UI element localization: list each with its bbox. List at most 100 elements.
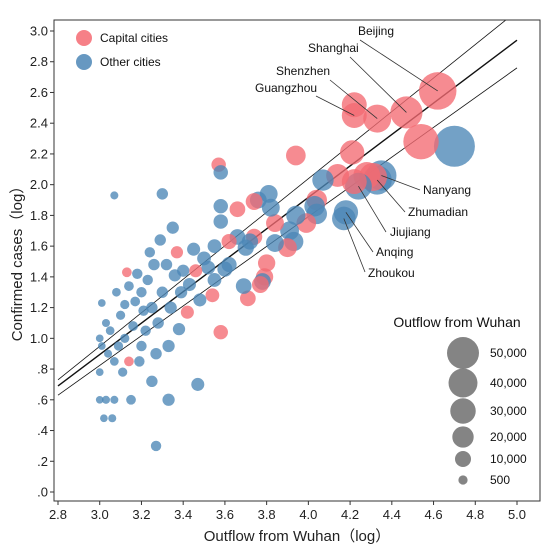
point-other: [146, 375, 158, 388]
x-tick-label: 5.0: [508, 507, 526, 522]
x-tick-label: 4.2: [341, 507, 359, 522]
point-other: [197, 251, 211, 266]
color-legend: Capital cities Other cities: [76, 30, 168, 70]
x-tick-label: 4.6: [425, 507, 443, 522]
point-other: [113, 341, 124, 351]
x-tick-label: 4.8: [466, 507, 484, 522]
x-tick-label: 3.8: [258, 507, 276, 522]
point-other: [162, 339, 175, 353]
y-tick-label: 1.0: [30, 331, 48, 346]
legend-label: Capital cities: [100, 31, 168, 45]
point-other: [156, 286, 169, 298]
y-tick-label: .2: [37, 454, 48, 469]
point-other: [207, 273, 222, 287]
y-tick-label: 1.2: [30, 300, 48, 315]
point-capital: [340, 140, 365, 165]
point-other: [144, 247, 156, 258]
point-other: [172, 322, 186, 336]
point-capital: [266, 214, 284, 233]
point-capital: [240, 290, 256, 307]
y-tick-label: 1.8: [30, 208, 48, 223]
annotation-leader-line: [343, 218, 366, 273]
x-tick-label: 3.2: [132, 507, 150, 522]
point-other: [112, 287, 121, 297]
point-other: [109, 357, 119, 366]
axes: [53, 19, 541, 502]
point-other: [217, 261, 233, 277]
y-tick-label: 3.0: [30, 24, 48, 39]
annotation-leader-line: [349, 56, 407, 113]
point-other: [150, 440, 162, 452]
point-capital: [251, 276, 269, 293]
point-capital: [285, 145, 306, 166]
size-legend-marker: [452, 426, 474, 448]
point-capital: [257, 254, 276, 272]
point-other: [101, 395, 111, 404]
annotation-label: Nanyang: [423, 183, 471, 197]
point-other: [138, 305, 149, 316]
size-legend-marker: [454, 450, 472, 468]
point-other: [128, 321, 138, 331]
point-other: [130, 296, 141, 307]
point-other: [148, 258, 160, 271]
point-other: [126, 394, 136, 405]
point-other: [95, 395, 104, 404]
point-other: [105, 326, 115, 335]
y-tick-label: .6: [37, 392, 48, 407]
size-legend-title: Outflow from Wuhan: [393, 314, 520, 330]
size-legend-marker: [447, 337, 479, 369]
point-other: [237, 239, 254, 256]
y-tick-label: 2.2: [30, 146, 48, 161]
size-legend-label: 500: [490, 473, 510, 487]
point-other: [104, 349, 113, 358]
size-legend-label: 50,000: [490, 346, 527, 360]
y-axis-title: Confirmed cases（log）: [9, 179, 26, 342]
annotation-leader-line: [329, 79, 378, 119]
y-tick-label: 2.8: [30, 54, 48, 69]
point-capital: [229, 201, 246, 218]
size-legend-marker: [448, 368, 478, 398]
point-other: [168, 269, 181, 282]
point-other: [134, 356, 145, 367]
tick-marks: 2.8 3.0 3.2 3.4 3.6 3.8 4.0 4.2 4.4 4.6 4.8 5.0 .0 .2…: [30, 24, 526, 523]
point-other: [97, 342, 106, 350]
point-other: [266, 234, 284, 252]
point-other: [166, 221, 179, 234]
annotation-label: Shenzhen: [276, 64, 330, 78]
y-tick-label: .4: [37, 423, 48, 438]
point-other: [174, 286, 188, 299]
legend-label: Other cities: [100, 55, 161, 69]
size-legend-marker: [458, 475, 468, 485]
point-other: [182, 278, 196, 292]
point-annotations: Beijing Shanghai Shenzhen Guangzhou Nanyang Z…: [255, 24, 471, 280]
point-other: [110, 191, 119, 200]
point-other: [120, 299, 130, 310]
annotation-leader-line: [315, 95, 355, 116]
point-other: [142, 274, 153, 286]
y-tick-label: 1.4: [30, 269, 48, 284]
point-other: [162, 393, 175, 406]
point-other: [118, 367, 128, 377]
x-tick-label: 4.4: [383, 507, 401, 522]
annotation-leader-line: [381, 175, 421, 191]
annotation-label: Guangzhou: [255, 81, 317, 95]
point-capital: [403, 123, 439, 160]
data-points: [95, 72, 475, 452]
x-tick-label: 4.0: [299, 507, 317, 522]
annotation-leader-line: [376, 179, 406, 213]
annotation-label: Zhumadian: [408, 205, 468, 219]
point-other: [120, 333, 130, 343]
point-capital: [221, 233, 237, 250]
point-capital: [170, 246, 184, 259]
point-capital: [124, 356, 134, 367]
size-legend-marker: [450, 398, 476, 424]
point-other: [110, 395, 119, 404]
annotation-label: Anqing: [376, 245, 413, 259]
annotation-leader-line: [345, 212, 374, 253]
point-capital: [180, 305, 194, 319]
point-capital: [121, 267, 132, 278]
point-other: [97, 299, 106, 307]
point-other: [108, 414, 117, 423]
x-tick-label: 3.6: [216, 507, 234, 522]
